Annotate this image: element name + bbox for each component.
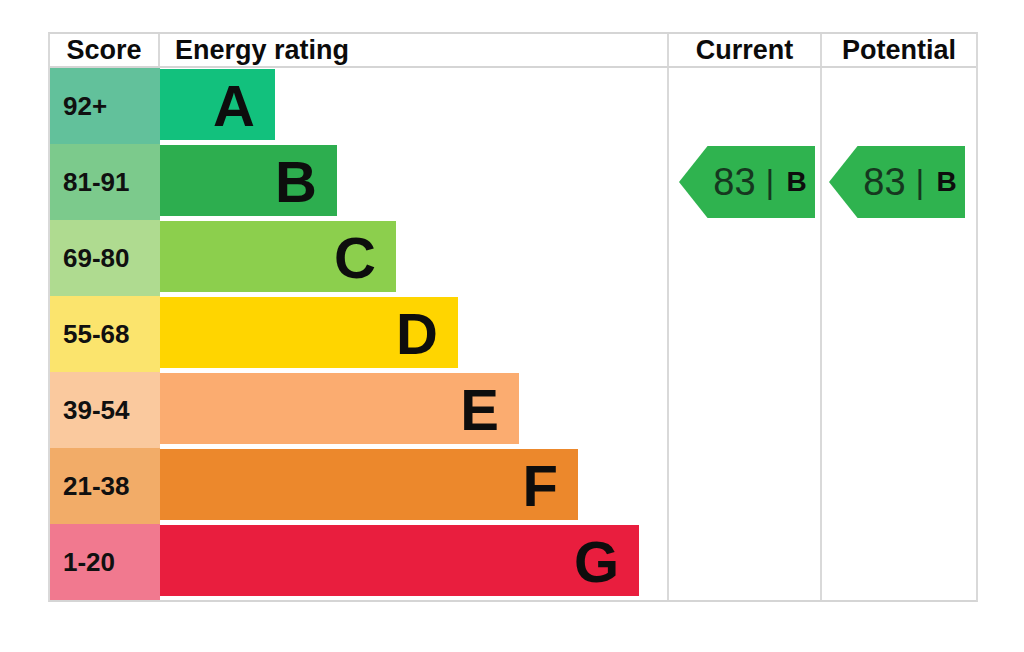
bar-cell-g: G — [160, 524, 667, 600]
score-cell-f: 21-38 — [50, 448, 160, 524]
potential-column-header: Potential — [820, 34, 976, 66]
bar-cell-b: B — [160, 144, 667, 220]
band-letter-b: B — [275, 153, 317, 211]
energy-band-bar-g: G — [160, 525, 639, 596]
score-column-header: Score — [50, 34, 160, 66]
score-cell-a: 92+ — [50, 68, 160, 144]
band-letter-e: E — [460, 381, 499, 439]
potential-cell-g — [820, 524, 976, 600]
potential-rating-separator: | — [916, 164, 925, 198]
potential-cell-a — [820, 68, 976, 144]
score-cell-e: 39-54 — [50, 372, 160, 448]
score-range-label-c: 69-80 — [63, 243, 130, 274]
potential-rating-value: 83 — [863, 163, 905, 201]
score-range-label-d: 55-68 — [63, 319, 130, 350]
band-letter-a: A — [213, 77, 255, 135]
band-letter-f: F — [523, 457, 558, 515]
current-rating-band: B — [786, 168, 806, 196]
potential-rating-arrow: 83 | B — [829, 146, 965, 218]
epc-table: Score Energy rating Current Potential 92… — [48, 32, 978, 602]
energy-band-bar-f: F — [160, 449, 578, 520]
current-cell-d — [667, 296, 820, 372]
band-row-a: 92+ A — [50, 68, 976, 144]
bar-cell-f: F — [160, 448, 667, 524]
bar-cell-c: C — [160, 220, 667, 296]
current-cell-g — [667, 524, 820, 600]
energy-band-bar-b: B — [160, 145, 337, 216]
epc-rating-chart: Score Energy rating Current Potential 92… — [0, 0, 1024, 652]
current-cell-a — [667, 68, 820, 144]
potential-cell-f — [820, 448, 976, 524]
current-cell-f — [667, 448, 820, 524]
energy-band-bar-e: E — [160, 373, 519, 444]
band-row-f: 21-38 F — [50, 448, 976, 524]
current-rating-arrow: 83 | B — [679, 146, 815, 218]
score-cell-g: 1-20 — [50, 524, 160, 600]
current-rating-value: 83 — [713, 163, 755, 201]
score-range-label-g: 1-20 — [63, 547, 115, 578]
potential-cell-e — [820, 372, 976, 448]
energy-band-bar-c: C — [160, 221, 396, 292]
score-range-label-b: 81-91 — [63, 167, 130, 198]
energy-band-bar-d: D — [160, 297, 458, 368]
band-row-e: 39-54 E — [50, 372, 976, 448]
current-cell-b: 83 | B — [667, 144, 820, 220]
current-cell-c — [667, 220, 820, 296]
energy-rating-column-header: Energy rating — [160, 34, 667, 66]
current-rating-separator: | — [766, 164, 775, 198]
band-letter-d: D — [396, 305, 438, 363]
potential-rating-band: B — [936, 168, 956, 196]
potential-cell-c — [820, 220, 976, 296]
band-rows: 92+ A 81-91 B — [50, 68, 976, 600]
band-letter-c: C — [334, 229, 376, 287]
potential-cell-b: 83 | B — [820, 144, 976, 220]
score-range-label-e: 39-54 — [63, 395, 130, 426]
band-row-g: 1-20 G — [50, 524, 976, 600]
band-row-c: 69-80 C — [50, 220, 976, 296]
band-row-b: 81-91 B 83 | B 83 | — [50, 144, 976, 220]
score-range-label-a: 92+ — [63, 91, 107, 122]
score-cell-c: 69-80 — [50, 220, 160, 296]
energy-band-bar-a: A — [160, 69, 275, 140]
current-cell-e — [667, 372, 820, 448]
bar-cell-d: D — [160, 296, 667, 372]
score-cell-d: 55-68 — [50, 296, 160, 372]
table-header-row: Score Energy rating Current Potential — [50, 34, 976, 68]
current-column-header: Current — [667, 34, 820, 66]
bar-cell-e: E — [160, 372, 667, 448]
score-cell-b: 81-91 — [50, 144, 160, 220]
band-row-d: 55-68 D — [50, 296, 976, 372]
bar-cell-a: A — [160, 68, 667, 144]
band-letter-g: G — [574, 533, 619, 591]
potential-cell-d — [820, 296, 976, 372]
score-range-label-f: 21-38 — [63, 471, 130, 502]
